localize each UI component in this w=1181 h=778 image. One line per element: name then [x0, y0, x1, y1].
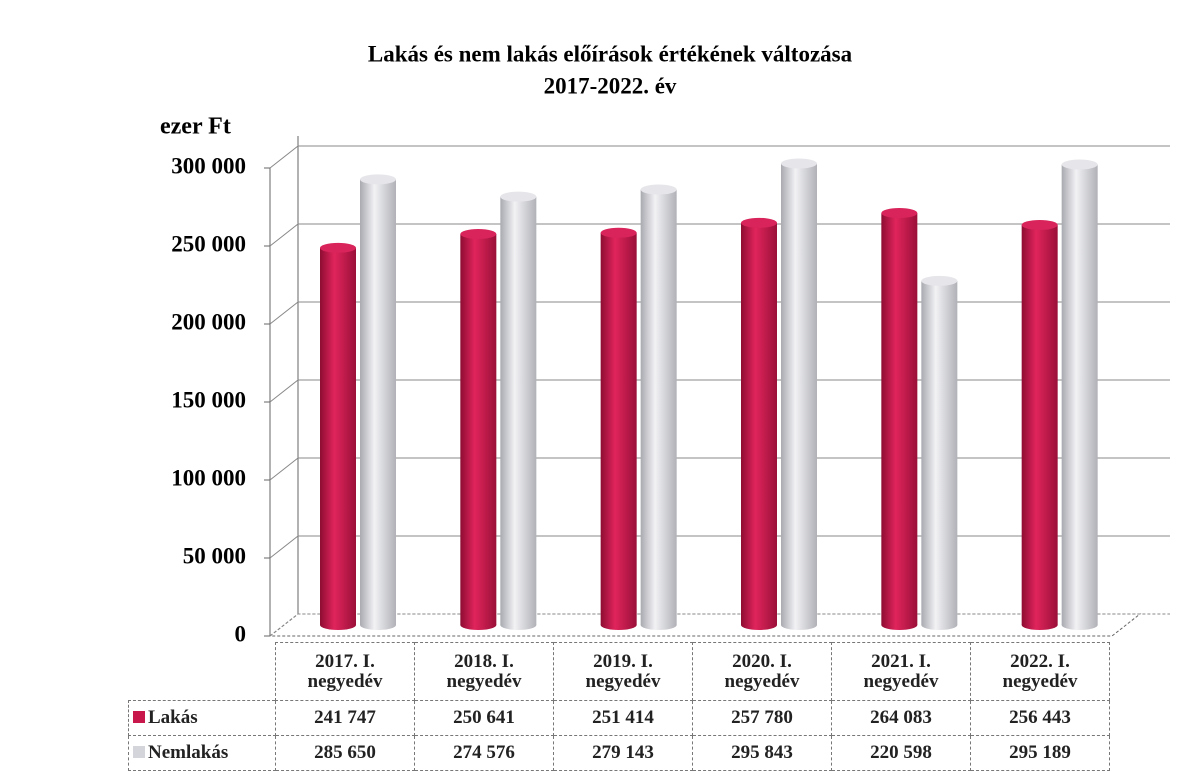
y-axis-label: ezer Ft — [160, 114, 231, 140]
bar-top — [741, 217, 777, 228]
data-label: 251 414 — [553, 700, 693, 736]
data-label: 257 780 — [692, 700, 832, 736]
legend-label: Nemlakás — [148, 742, 229, 763]
bar — [881, 213, 918, 625]
bar-top — [460, 229, 497, 240]
bar-base — [1021, 620, 1058, 630]
bar — [1061, 164, 1098, 625]
bar-base — [360, 620, 396, 630]
floor — [268, 613, 1142, 637]
grid-line — [269, 379, 1170, 403]
bar — [640, 189, 677, 625]
grid-line — [269, 301, 1170, 325]
bar — [460, 234, 497, 625]
y-tick-label: 200 000 — [171, 309, 246, 334]
grid-line — [269, 457, 1170, 481]
bar-top — [360, 174, 396, 185]
data-label: 250 641 — [414, 700, 554, 736]
grid-line — [269, 613, 1170, 637]
legend-key — [133, 746, 145, 758]
bar-top — [921, 275, 958, 286]
bar-base — [460, 620, 497, 630]
data-label: 241 747 — [275, 700, 415, 736]
bar-top — [640, 184, 677, 195]
data-table: 2017. I. negyedév 2018. I. negyedév 2019. … — [128, 642, 1110, 771]
blank — [129, 643, 276, 701]
bar-base — [781, 620, 817, 630]
category-label: 2019. I. negyedév — [553, 642, 693, 701]
legend-key — [133, 711, 145, 723]
bar — [360, 179, 396, 626]
data-label: 264 083 — [831, 700, 971, 736]
category-label: 2017. I. negyedév — [275, 642, 415, 701]
bar-base — [320, 620, 356, 630]
data-label: 285 650 — [275, 735, 415, 771]
bar-top — [881, 208, 918, 219]
grid-line — [269, 535, 1170, 559]
bar-top — [781, 158, 817, 169]
bar — [600, 232, 637, 625]
bar-top — [600, 227, 637, 238]
bar — [1021, 224, 1058, 625]
grid-line — [269, 223, 1170, 247]
y-tick-label: 300 000 — [171, 153, 246, 178]
bar — [500, 196, 537, 625]
bar-base — [921, 620, 958, 630]
bar-base — [741, 620, 777, 630]
data-label: 295 843 — [692, 735, 832, 771]
chart-title: Lakás és nem lakás előírások értékének v… — [368, 41, 853, 66]
y-tick-label: 250 000 — [171, 231, 246, 256]
y-tick-label: 100 000 — [171, 465, 246, 490]
legend-label: Lakás — [148, 707, 198, 728]
category-label: 2018. I. negyedév — [414, 642, 554, 701]
bar — [741, 222, 777, 625]
category-label: 2021. I. negyedév — [831, 642, 971, 701]
bar-base — [881, 620, 918, 630]
data-label: 256 443 — [970, 700, 1110, 736]
bar — [320, 247, 356, 625]
bar-top — [500, 191, 537, 202]
bar-base — [1061, 620, 1098, 630]
data-label: 220 598 — [831, 735, 971, 771]
y-tick-label: 50 000 — [183, 543, 246, 568]
grid-line — [269, 145, 1170, 169]
data-label: 295 189 — [970, 735, 1110, 771]
category-label: 2020. I. negyedév — [692, 642, 832, 701]
legend-entry: Lakás — [128, 700, 276, 736]
bar-base — [500, 620, 537, 630]
category-label: 2022. I. negyedév — [970, 642, 1110, 701]
bar-top — [320, 242, 356, 253]
bar-base — [640, 620, 677, 630]
chart-subtitle: 2017-2022. év — [544, 73, 677, 98]
legend-entry: Nemlakás — [128, 735, 276, 771]
data-label: 279 143 — [553, 735, 693, 771]
y-tick-label: 0 — [235, 621, 247, 646]
data-label: 274 576 — [414, 735, 554, 771]
bar-base — [600, 620, 637, 630]
y-tick-label: 150 000 — [171, 387, 246, 412]
bar-top — [1021, 219, 1058, 230]
bar — [781, 163, 817, 625]
bar-top — [1061, 159, 1098, 170]
bar — [921, 280, 958, 625]
